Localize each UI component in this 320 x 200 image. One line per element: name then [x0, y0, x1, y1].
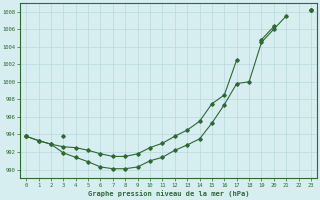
X-axis label: Graphe pression niveau de la mer (hPa): Graphe pression niveau de la mer (hPa) [88, 190, 249, 197]
